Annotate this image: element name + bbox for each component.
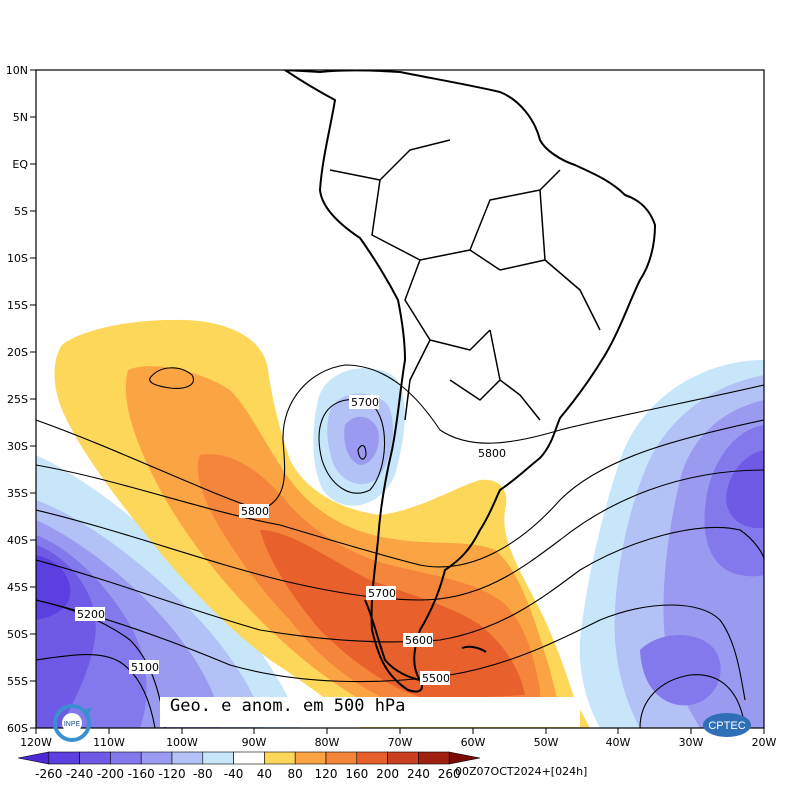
lat-tick-label: 10S: [7, 252, 28, 265]
colorbar-label: -260: [35, 767, 62, 781]
contour-5800-high: [149, 367, 194, 389]
colorbar: -260 -240 -200 -160 -120 -80 -40 40 80 120 160 200 2…: [17, 751, 481, 781]
lon-tick-label: 80W: [315, 736, 340, 749]
lat-tick-label: 20S: [7, 346, 28, 359]
colorbar-swatch: [202, 751, 234, 765]
contour-5800-main: [36, 419, 764, 568]
contour-label: 5100: [131, 661, 159, 674]
lon-tick-label: 70W: [388, 736, 413, 749]
lat-tick-label: 55S: [7, 675, 28, 688]
colorbar-label: 260: [438, 767, 461, 781]
negative-anomaly-east-core: [726, 450, 764, 529]
colorbar-swatch: [110, 751, 142, 765]
map-title: Geo. e anom. em 500 hPa: [170, 696, 406, 716]
colorbar-swatch: [325, 751, 358, 765]
title-band: [160, 697, 580, 727]
lat-tick-label: 45S: [7, 581, 28, 594]
contour-label: 5700: [351, 396, 379, 409]
colorbar-label: -80: [193, 767, 213, 781]
colorbar-swatch: [294, 751, 327, 765]
colorbar-swatch: [264, 751, 296, 765]
anomaly-shading: [36, 319, 764, 728]
colorbar-swatch: [233, 751, 265, 765]
lat-tick-label: 40S: [7, 534, 28, 547]
colorbar-label: 80: [288, 767, 303, 781]
contour-inner-cutoff: [357, 444, 367, 460]
lat-tick-label: EQ: [12, 158, 28, 171]
colorbar-swatch: [356, 751, 388, 765]
svg-text:INPE: INPE: [64, 721, 81, 728]
falklands: [461, 645, 487, 653]
positive-anomaly-4: [260, 530, 525, 700]
lon-tick-label: 30W: [679, 736, 704, 749]
lon-tick-label: 50W: [534, 736, 559, 749]
contour-5500: [36, 599, 746, 701]
colorbar-swatch: [171, 751, 204, 765]
lat-tick-label: 10N: [6, 64, 28, 77]
contour-label: 5600: [405, 634, 433, 647]
contour-label: 5700: [368, 587, 396, 600]
colorbar-label: -120: [158, 767, 185, 781]
colorbar-swatch: [48, 751, 80, 765]
colorbar-label: -160: [128, 767, 155, 781]
negative-anomaly-cutoff-core: [344, 416, 379, 465]
lon-tick-label: 100W: [166, 736, 198, 749]
colorbar-label: 160: [345, 767, 368, 781]
colorbar-swatch: [418, 751, 450, 765]
lon-tick-label: 90W: [242, 736, 267, 749]
country-borders: [329, 139, 601, 421]
lat-tick-label: 15S: [7, 299, 28, 312]
south-america-coast: [284, 70, 656, 693]
colorbar-label: 240: [407, 767, 430, 781]
cptec-logo: CPTEC: [703, 713, 751, 737]
geopotential-contours: [36, 364, 764, 728]
contour-5600: [36, 526, 764, 643]
lat-tick-label: 5N: [13, 111, 28, 124]
lat-axis: 10N 5N EQ 5S 10S 15S 20S 25S 30S 35S 40S…: [6, 64, 36, 735]
colorbar-label: -200: [97, 767, 124, 781]
inpe-logo: INPE: [53, 704, 92, 742]
colorbar-swatch: [387, 751, 419, 765]
colorbar-label: 200: [376, 767, 399, 781]
contour-5100: [36, 654, 156, 728]
lon-tick-label: 110W: [93, 736, 125, 749]
lat-tick-label: 5S: [14, 205, 28, 218]
contour-labels: 5700 5800 5800 5700 5600 5500 5200 5100: [75, 395, 506, 685]
lat-tick-label: 25S: [7, 393, 28, 406]
contour-5800-west: [36, 364, 764, 511]
colorbar-label: 120: [315, 767, 338, 781]
colorbar-swatch: [17, 751, 50, 765]
lon-tick-label: 120W: [20, 736, 52, 749]
colorbar-swatch: [448, 751, 481, 765]
contour-label: 5800: [478, 447, 506, 460]
lon-tick-label: 40W: [606, 736, 631, 749]
contour-5200: [36, 599, 166, 728]
contour-5700-main: [36, 469, 764, 601]
colorbar-swatch: [140, 751, 173, 765]
contour-label: 5200: [77, 608, 105, 621]
lon-tick-label: 60W: [461, 736, 486, 749]
colorbar-swatch: [79, 751, 111, 765]
lon-tick-label: 20W: [752, 736, 777, 749]
colorbar-label: -40: [224, 767, 244, 781]
lat-tick-label: 35S: [7, 487, 28, 500]
contour-label: 5800: [241, 505, 269, 518]
contour-label: 5500: [422, 672, 450, 685]
svg-text:CPTEC: CPTEC: [708, 720, 745, 732]
lat-tick-label: 30S: [7, 440, 28, 453]
coastlines: [284, 70, 656, 693]
run-label: 00Z07OCT2024+[024h]: [455, 765, 588, 778]
negative-anomaly-sw-core: [36, 555, 71, 620]
contour-east-low: [639, 674, 746, 728]
colorbar-label: 40: [257, 767, 272, 781]
lat-tick-label: 50S: [7, 628, 28, 641]
tierra-del-fuego: [364, 599, 421, 681]
lon-axis: 120W 110W 100W 90W 80W 70W 60W 50W 40W 3…: [20, 728, 777, 749]
colorbar-label: -240: [66, 767, 93, 781]
lat-tick-label: 60S: [7, 722, 28, 735]
